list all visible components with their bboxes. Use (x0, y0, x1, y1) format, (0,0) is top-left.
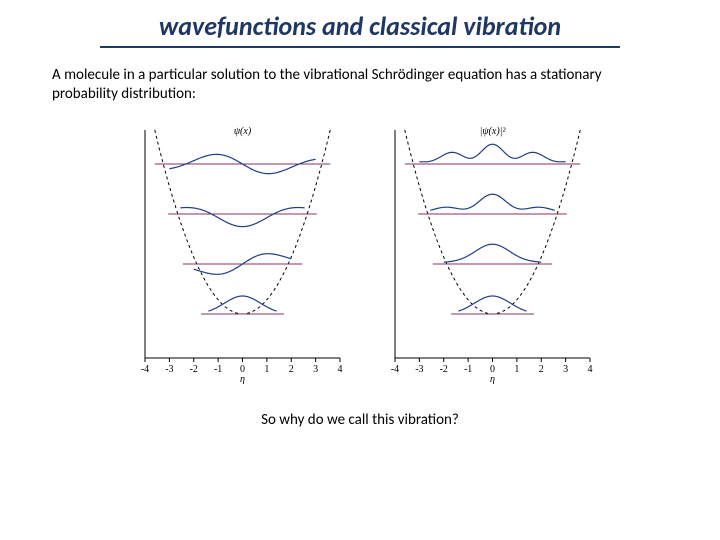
svg-text:|ψ(x)|²: |ψ(x)|² (480, 126, 507, 137)
svg-text:-1: -1 (464, 364, 472, 375)
svg-text:-4: -4 (141, 364, 149, 375)
svg-text:η: η (490, 374, 495, 384)
svg-text:1: 1 (514, 364, 519, 375)
svg-text:2: 2 (289, 364, 294, 375)
chart-container: -4-3-2-101234ηψ(x)-4-3-2-101234η|ψ(x)|² (0, 124, 720, 389)
svg-text:3: 3 (313, 364, 318, 375)
svg-text:-3: -3 (415, 364, 423, 375)
svg-text:3: 3 (563, 364, 568, 375)
caption-text: So why do we call this vibration? (0, 411, 720, 429)
svg-text:2: 2 (539, 364, 544, 375)
svg-text:-3: -3 (165, 364, 173, 375)
wavefunction-chart: -4-3-2-101234ηψ(x)-4-3-2-101234η|ψ(x)|² (120, 124, 600, 384)
svg-text:1: 1 (264, 364, 269, 375)
svg-text:-2: -2 (190, 364, 198, 375)
svg-text:-4: -4 (391, 364, 399, 375)
slide-title: wavefunctions and classical vibration (100, 0, 620, 48)
svg-text:ψ(x): ψ(x) (234, 126, 252, 137)
svg-text:4: 4 (588, 364, 593, 375)
svg-text:-2: -2 (440, 364, 448, 375)
intro-text: A molecule in a particular solution to t… (0, 66, 720, 104)
svg-text:-1: -1 (214, 364, 222, 375)
svg-text:η: η (240, 374, 245, 384)
svg-text:4: 4 (338, 364, 343, 375)
